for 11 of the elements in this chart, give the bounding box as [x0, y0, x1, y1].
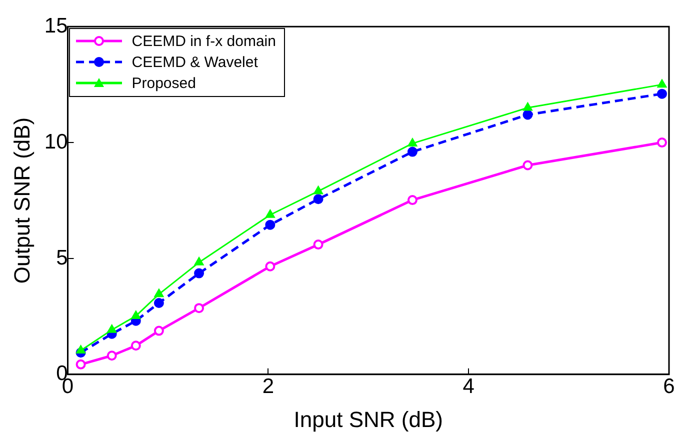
x-tick-label: 2 — [262, 374, 274, 398]
y-tick-label: 10 — [44, 130, 68, 154]
y-tick-label: 15 — [44, 14, 68, 38]
x-tick-label: 6 — [663, 374, 675, 398]
x-axis-title: Input SNR (dB) — [294, 406, 443, 432]
legend-label: CEEMD in f-x domain — [132, 32, 276, 52]
legend-label: Proposed — [132, 74, 196, 94]
y-tick-label: 5 — [56, 246, 68, 270]
legend-label: CEEMD & Wavelet — [132, 52, 258, 73]
y-axis-title: Output SNR (dB) — [9, 117, 34, 284]
x-tick-label: 4 — [462, 374, 475, 398]
